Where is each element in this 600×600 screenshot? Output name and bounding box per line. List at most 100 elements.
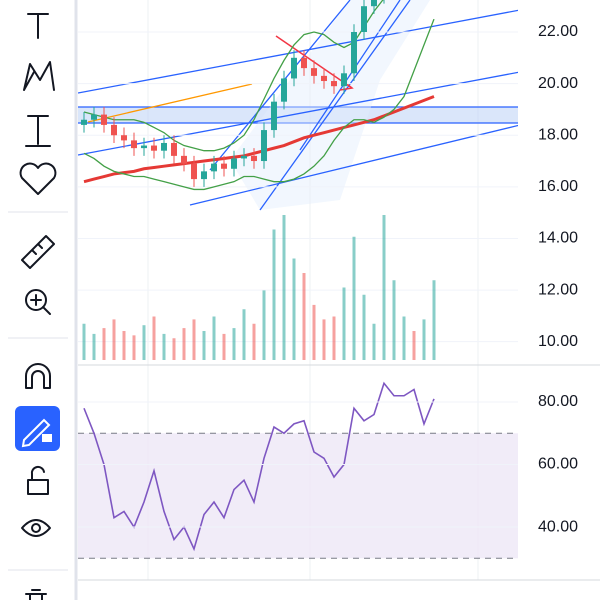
y-tick-label: 10.00 xyxy=(538,333,578,350)
volume-bar xyxy=(272,229,276,360)
candle-body xyxy=(121,135,127,141)
volume-bar xyxy=(422,319,426,360)
volume-bar xyxy=(392,280,396,360)
volume-bar xyxy=(242,309,246,360)
volume-bar xyxy=(302,273,306,360)
candle-body xyxy=(191,163,197,180)
y-tick-label: 12.00 xyxy=(538,281,578,298)
y-tick-label: 16.00 xyxy=(538,178,578,195)
volume-bar xyxy=(222,333,226,360)
volume-bar xyxy=(282,215,286,360)
volume-bar xyxy=(232,328,236,360)
candle-body xyxy=(201,171,207,180)
trend-line xyxy=(209,0,351,171)
candle-body xyxy=(251,155,257,162)
volume-bar xyxy=(322,319,326,360)
volume-bar xyxy=(352,236,356,360)
trend-line xyxy=(299,0,401,151)
volume-bar xyxy=(412,331,416,360)
candle-body xyxy=(331,81,337,87)
y-tick-label: 22.00 xyxy=(538,23,578,40)
visibility-tool[interactable] xyxy=(21,519,51,537)
volume-bar xyxy=(182,328,186,360)
candle-body xyxy=(211,163,217,172)
rsi-band xyxy=(78,433,518,559)
rsi-line xyxy=(83,381,435,552)
chart-layers: 22.00 20.00 18.00 16.00 14.00 12.00 10.00 80.00… xyxy=(78,0,578,559)
volume-bar xyxy=(252,323,256,360)
candle-body xyxy=(171,142,177,156)
lock-glyph xyxy=(42,434,52,442)
y-tick-label: 14.00 xyxy=(538,230,578,247)
y-tick-label: 18.00 xyxy=(538,126,578,143)
candle-body xyxy=(91,114,97,120)
candle-body xyxy=(111,124,117,136)
candle-body xyxy=(221,163,227,169)
candle-body xyxy=(281,78,287,102)
volume-bar xyxy=(382,215,386,360)
drawings xyxy=(78,0,518,211)
pattern-tool[interactable] xyxy=(23,61,55,91)
candle-body xyxy=(321,75,327,82)
favorites[interactable] xyxy=(19,162,57,195)
indicator-line xyxy=(83,0,384,152)
trend-line xyxy=(189,124,518,206)
candle-body xyxy=(351,32,357,74)
ray-line xyxy=(87,83,253,123)
volume-bar xyxy=(372,323,376,360)
candle-body xyxy=(261,130,267,162)
candle-body xyxy=(161,142,167,151)
candle-body xyxy=(141,145,147,149)
candle-body xyxy=(371,0,377,7)
volume-bar xyxy=(142,325,146,360)
zoom-tool[interactable] xyxy=(25,289,47,311)
trend-line xyxy=(259,0,411,211)
volume-bar xyxy=(332,316,336,360)
pane xyxy=(78,381,518,559)
volume-bar xyxy=(102,328,106,360)
candle-body xyxy=(341,73,347,87)
pencil-lock-glyph xyxy=(21,418,51,448)
volume-bar xyxy=(82,323,86,360)
trash-tool[interactable] xyxy=(25,589,47,600)
volume-bar xyxy=(342,287,346,360)
visibility-glyph xyxy=(31,523,41,533)
zoom-tool-glyph xyxy=(30,294,51,315)
y-tick-label: 20.00 xyxy=(538,75,578,92)
volume-bar xyxy=(112,319,116,360)
ruler-tool[interactable] xyxy=(21,235,55,269)
volume-bar xyxy=(172,338,176,360)
trend-line xyxy=(78,71,518,156)
drawing-mode-active[interactable] xyxy=(15,406,60,451)
candle-body xyxy=(271,101,277,131)
volume-bar xyxy=(292,258,296,360)
y-tick-label: 60.00 xyxy=(538,456,578,473)
candle-body xyxy=(291,57,297,79)
pane xyxy=(81,0,435,191)
candle-body xyxy=(311,68,317,76)
volume-bar xyxy=(312,304,316,360)
measure-line-tool[interactable] xyxy=(25,115,51,147)
candle-body xyxy=(301,57,307,69)
volume-bar xyxy=(162,333,166,360)
candle-body xyxy=(151,145,157,151)
pane xyxy=(82,215,436,360)
candle-body xyxy=(241,155,247,159)
volume-bar xyxy=(132,335,136,360)
volume-bar xyxy=(152,316,156,360)
indicator-line xyxy=(83,18,435,191)
candle-body xyxy=(131,140,137,149)
volume-bar xyxy=(212,316,216,360)
volume-bar xyxy=(362,294,366,360)
unlock-tool[interactable] xyxy=(27,465,49,495)
candle-body xyxy=(101,114,107,125)
candle-body xyxy=(81,119,87,125)
range-box xyxy=(78,107,518,123)
y-tick-label: 80.00 xyxy=(538,393,578,410)
magnet-tool[interactable] xyxy=(25,363,51,389)
text-tool[interactable] xyxy=(27,13,49,39)
volume-bar xyxy=(262,290,266,360)
volume-bar xyxy=(92,333,96,360)
volume-bar xyxy=(192,319,196,360)
y-tick-label: 40.00 xyxy=(538,518,578,535)
